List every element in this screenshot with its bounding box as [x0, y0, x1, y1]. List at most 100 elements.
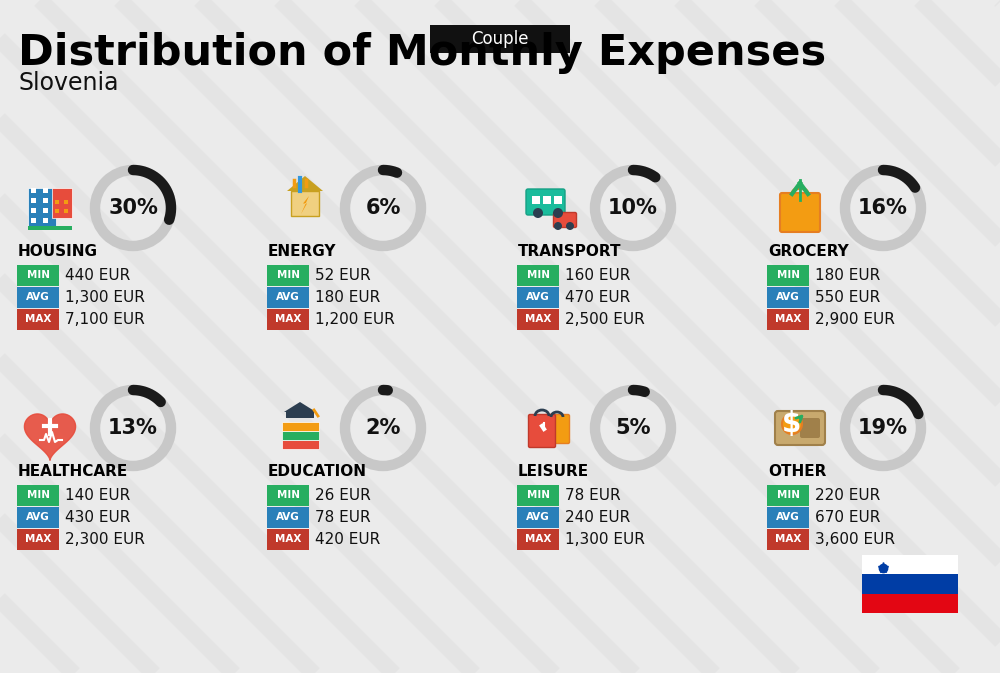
FancyBboxPatch shape: [532, 196, 540, 204]
FancyBboxPatch shape: [862, 574, 958, 594]
Text: 3,600 EUR: 3,600 EUR: [815, 532, 895, 546]
Text: ENERGY: ENERGY: [268, 244, 336, 258]
Text: AVG: AVG: [526, 292, 550, 302]
FancyBboxPatch shape: [31, 188, 36, 193]
FancyBboxPatch shape: [43, 208, 48, 213]
FancyBboxPatch shape: [17, 507, 59, 528]
FancyBboxPatch shape: [526, 189, 565, 215]
Text: EDUCATION: EDUCATION: [268, 464, 367, 479]
Text: MAX: MAX: [275, 534, 301, 544]
Text: 440 EUR: 440 EUR: [65, 267, 130, 283]
Text: MIN: MIN: [776, 490, 800, 500]
Text: HEALTHCARE: HEALTHCARE: [18, 464, 128, 479]
Text: MAX: MAX: [775, 314, 801, 324]
FancyBboxPatch shape: [780, 193, 820, 232]
FancyBboxPatch shape: [528, 415, 556, 448]
Text: LEISURE: LEISURE: [518, 464, 589, 479]
FancyBboxPatch shape: [64, 200, 68, 204]
FancyBboxPatch shape: [28, 226, 72, 230]
FancyBboxPatch shape: [43, 198, 48, 203]
Text: MAX: MAX: [775, 534, 801, 544]
Text: 240 EUR: 240 EUR: [565, 509, 630, 524]
Text: AVG: AVG: [526, 512, 550, 522]
FancyBboxPatch shape: [43, 218, 48, 223]
Text: AVG: AVG: [776, 292, 800, 302]
FancyBboxPatch shape: [267, 287, 309, 308]
FancyBboxPatch shape: [282, 421, 318, 431]
Text: 78 EUR: 78 EUR: [315, 509, 371, 524]
FancyBboxPatch shape: [17, 485, 59, 505]
Text: 2%: 2%: [365, 418, 401, 438]
Text: AVG: AVG: [776, 512, 800, 522]
Text: MAX: MAX: [525, 314, 551, 324]
Text: 10%: 10%: [608, 198, 658, 218]
FancyBboxPatch shape: [554, 196, 562, 204]
FancyBboxPatch shape: [267, 485, 309, 505]
FancyBboxPatch shape: [767, 287, 809, 308]
Text: 420 EUR: 420 EUR: [315, 532, 380, 546]
Text: $: $: [782, 410, 802, 438]
FancyBboxPatch shape: [267, 528, 309, 549]
Text: AVG: AVG: [276, 292, 300, 302]
Text: 7,100 EUR: 7,100 EUR: [65, 312, 145, 326]
FancyBboxPatch shape: [52, 188, 72, 218]
FancyBboxPatch shape: [17, 528, 59, 549]
FancyBboxPatch shape: [55, 209, 59, 213]
Text: 220 EUR: 220 EUR: [815, 487, 880, 503]
Text: 1,300 EUR: 1,300 EUR: [565, 532, 645, 546]
Text: MIN: MIN: [26, 490, 50, 500]
FancyBboxPatch shape: [767, 485, 809, 505]
Text: MIN: MIN: [776, 270, 800, 280]
FancyBboxPatch shape: [544, 415, 570, 444]
FancyBboxPatch shape: [31, 218, 36, 223]
Polygon shape: [301, 196, 309, 214]
Text: 19%: 19%: [858, 418, 908, 438]
FancyBboxPatch shape: [775, 411, 825, 445]
FancyBboxPatch shape: [282, 439, 318, 448]
FancyBboxPatch shape: [517, 528, 559, 549]
Text: AVG: AVG: [26, 292, 50, 302]
Text: Distribution of Monthly Expenses: Distribution of Monthly Expenses: [18, 32, 826, 74]
Text: MAX: MAX: [25, 534, 51, 544]
FancyBboxPatch shape: [517, 264, 559, 285]
Polygon shape: [287, 176, 323, 191]
Text: 2,500 EUR: 2,500 EUR: [565, 312, 645, 326]
Text: Slovenia: Slovenia: [18, 71, 119, 95]
Text: MIN: MIN: [526, 270, 550, 280]
Circle shape: [553, 208, 563, 218]
Text: MAX: MAX: [275, 314, 301, 324]
Text: 140 EUR: 140 EUR: [65, 487, 130, 503]
FancyBboxPatch shape: [517, 287, 559, 308]
Text: 160 EUR: 160 EUR: [565, 267, 630, 283]
FancyBboxPatch shape: [767, 264, 809, 285]
Text: 13%: 13%: [108, 418, 158, 438]
Text: 180 EUR: 180 EUR: [815, 267, 880, 283]
FancyBboxPatch shape: [43, 188, 48, 193]
FancyBboxPatch shape: [31, 208, 36, 213]
Text: MAX: MAX: [525, 534, 551, 544]
FancyBboxPatch shape: [267, 308, 309, 330]
Text: TRANSPORT: TRANSPORT: [518, 244, 622, 258]
FancyBboxPatch shape: [430, 25, 570, 53]
Circle shape: [782, 414, 802, 434]
FancyBboxPatch shape: [28, 188, 56, 228]
Circle shape: [554, 222, 562, 230]
Text: 1,200 EUR: 1,200 EUR: [315, 312, 395, 326]
Text: 2,300 EUR: 2,300 EUR: [65, 532, 145, 546]
Text: 5%: 5%: [615, 418, 651, 438]
FancyBboxPatch shape: [554, 213, 576, 227]
Text: MIN: MIN: [526, 490, 550, 500]
Text: Couple: Couple: [471, 30, 529, 48]
Text: HOUSING: HOUSING: [18, 244, 98, 258]
FancyBboxPatch shape: [17, 287, 59, 308]
Text: 78 EUR: 78 EUR: [565, 487, 621, 503]
FancyBboxPatch shape: [767, 507, 809, 528]
Text: 670 EUR: 670 EUR: [815, 509, 880, 524]
FancyBboxPatch shape: [17, 264, 59, 285]
FancyBboxPatch shape: [800, 418, 820, 438]
FancyBboxPatch shape: [291, 191, 319, 216]
Text: 30%: 30%: [108, 198, 158, 218]
Text: 26 EUR: 26 EUR: [315, 487, 371, 503]
FancyBboxPatch shape: [31, 198, 36, 203]
Circle shape: [566, 222, 574, 230]
